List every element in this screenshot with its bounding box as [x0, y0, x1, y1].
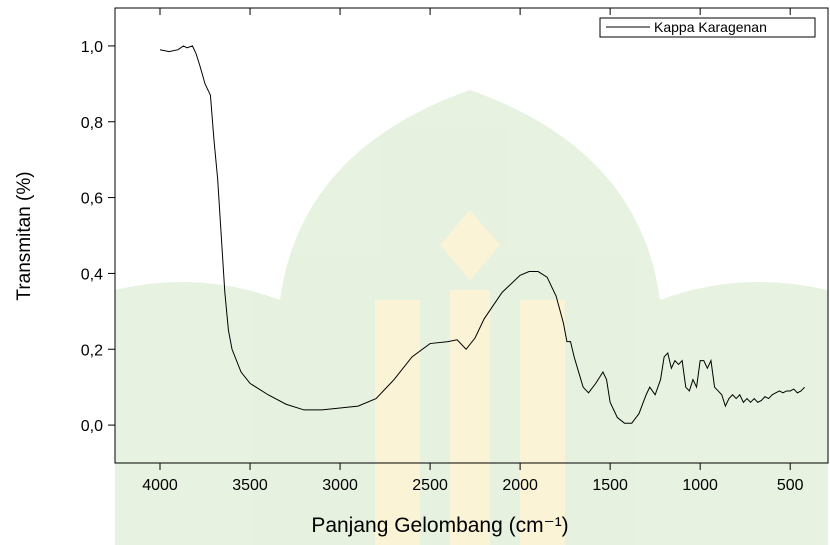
y-tick-label: 0,2: [81, 342, 103, 359]
y-tick-label: 0,8: [81, 115, 103, 132]
x-tick-label: 3000: [322, 477, 358, 494]
x-tick-label: 2000: [502, 477, 538, 494]
legend-label: Kappa Karagenan: [654, 19, 767, 35]
legend-box: [599, 17, 816, 38]
watermark: [115, 90, 828, 545]
x-tick-label: 2500: [412, 477, 448, 494]
data-line: [159, 45, 805, 424]
y-axis-label: Transmitan (%): [14, 171, 35, 300]
y-tick-label: 0,4: [81, 266, 103, 283]
x-tick-label: 4000: [142, 477, 178, 494]
y-tick-label: 0,0: [81, 418, 103, 435]
x-axis-label: Panjang Gelombang (cm⁻¹): [311, 514, 568, 537]
x-tick-label: 1500: [592, 477, 628, 494]
plot-frame: [114, 7, 829, 464]
y-tick-label: 0,6: [81, 191, 103, 208]
x-tick-label: 3500: [232, 477, 268, 494]
x-tick-label: 1000: [682, 477, 718, 494]
x-tick-label: 500: [777, 477, 804, 494]
y-tick-label: 1,0: [81, 39, 103, 56]
